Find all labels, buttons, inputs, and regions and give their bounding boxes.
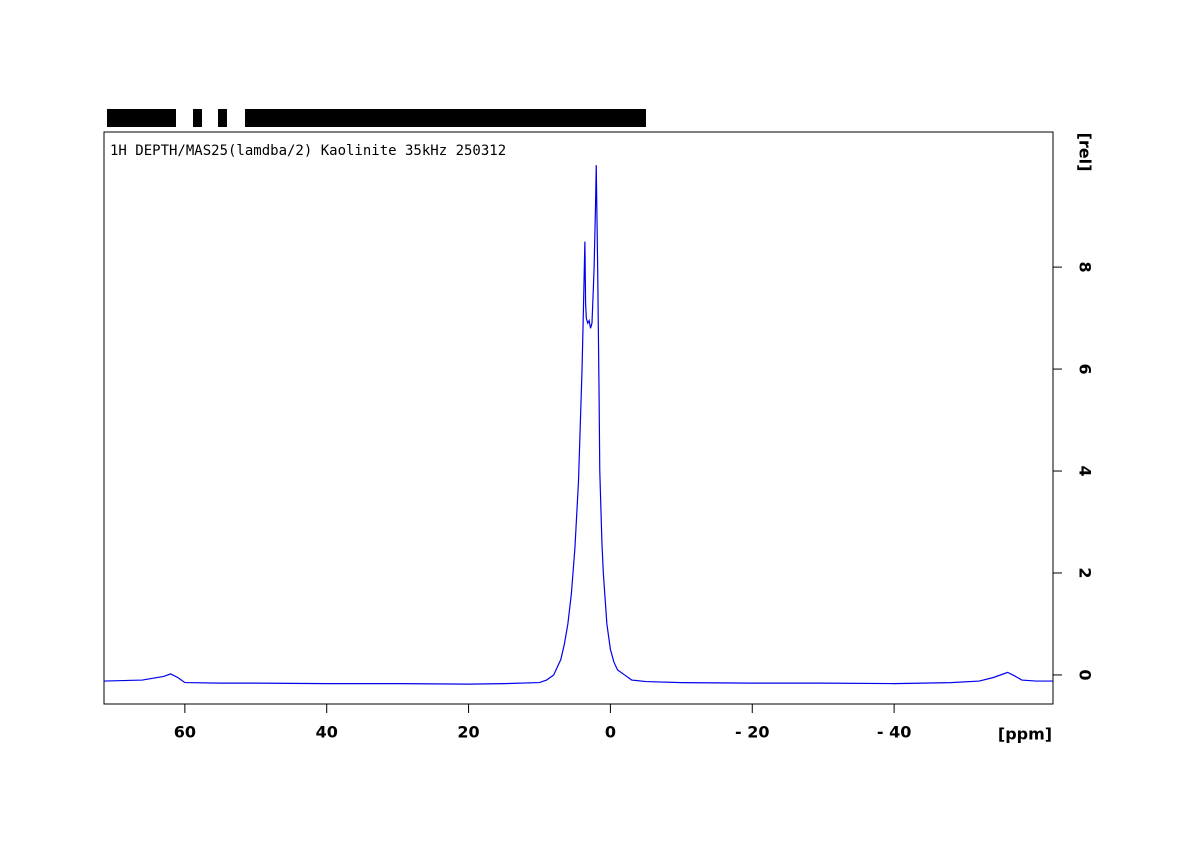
spectrum-line [103,165,1053,685]
x-tick-label: - 20 [735,723,769,742]
x-tick-label: 20 [457,723,479,742]
y-tick-label: 4 [1076,465,1095,476]
x-tick-label: 0 [605,723,616,742]
status-bar [218,109,227,127]
y-axis-label: [rel] [1076,133,1095,172]
status-bar [107,109,176,127]
y-tick-label: 6 [1076,363,1095,374]
x-tick-label: - 40 [877,723,911,742]
status-bar [245,109,646,127]
y-tick-label: 8 [1076,262,1095,273]
plot-frame [103,131,1054,705]
y-tick-label: 0 [1076,669,1095,680]
chart-title: 1H DEPTH/MAS25(lamdba/2) Kaolinite 35kHz… [110,143,506,159]
y-tick-label: 2 [1076,567,1095,578]
x-axis-label: [ppm] [998,725,1052,744]
x-tick-label: 40 [316,723,338,742]
status-bar [193,109,202,127]
x-tick-label: 60 [174,723,196,742]
